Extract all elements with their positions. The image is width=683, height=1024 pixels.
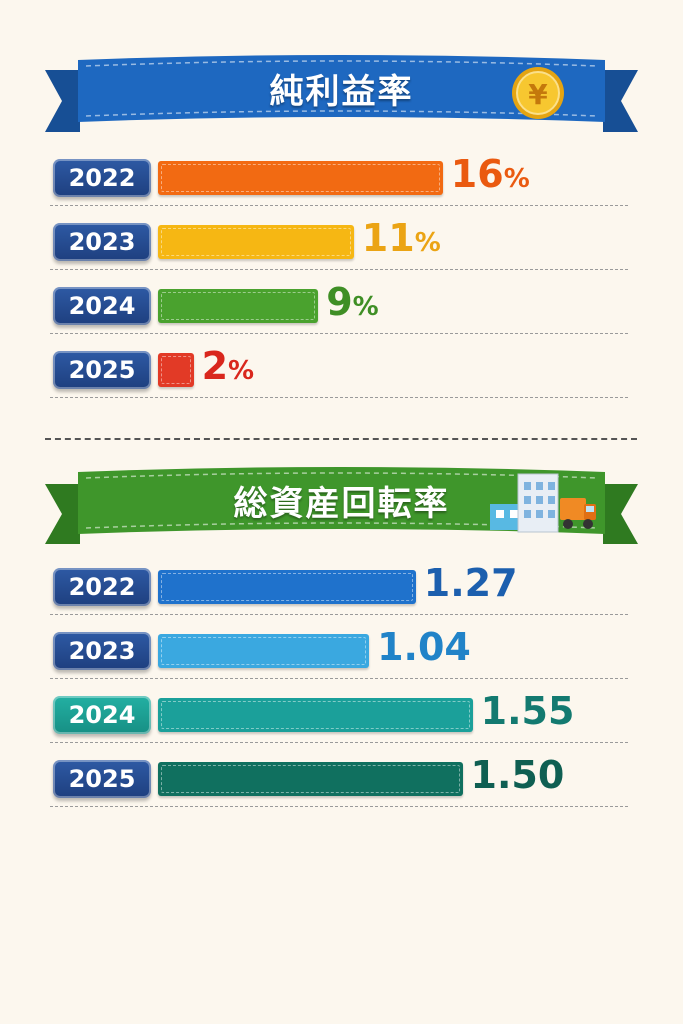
ribbon-banner-shape — [45, 467, 638, 544]
yen-coin-icon: ¥ — [512, 67, 564, 119]
value-label-2025: 1.50 — [470, 753, 565, 797]
value-label-2024: 1.55 — [480, 689, 575, 733]
net-profit-margin-section: ¥ 純利益率 2022 16% 2023 11% 2024 9% 2025 2% — [0, 52, 683, 412]
total-asset-turnover-ribbon: 総資産回転率 — [0, 462, 683, 562]
bar-2024 — [158, 289, 319, 323]
value-label-2023: 11% — [361, 216, 441, 260]
chart-row: 2025 1.50 — [0, 753, 683, 820]
net-profit-margin-ribbon: ¥ 純利益率 — [0, 52, 683, 152]
chart-row: 2022 16% — [0, 152, 683, 219]
chart-row: 2023 11% — [0, 216, 683, 283]
bar-2023 — [158, 634, 370, 668]
year-badge-2022: 2022 — [53, 159, 151, 197]
svg-text:¥: ¥ — [528, 78, 548, 111]
value-label-2022: 1.27 — [423, 561, 518, 605]
bar-2025 — [158, 762, 463, 796]
year-badge-2022: 2022 — [53, 568, 151, 606]
chart-row: 2024 1.55 — [0, 689, 683, 756]
year-badge-2025: 2025 — [53, 760, 151, 798]
row-divider — [50, 678, 628, 679]
chart-row: 2024 9% — [0, 280, 683, 347]
bar-2022 — [158, 570, 416, 604]
total-asset-turnover-section: 総資産回転率 2022 1.27 2023 1.04 2024 1.55 2025 1.50 — [0, 462, 683, 822]
bar-2023 — [158, 225, 354, 259]
row-divider — [50, 397, 628, 398]
row-divider — [50, 614, 628, 615]
year-badge-2023: 2023 — [53, 223, 151, 261]
value-label-2024: 9% — [326, 280, 379, 324]
row-divider — [50, 806, 628, 807]
bar-2024 — [158, 698, 473, 732]
year-badge-2025: 2025 — [53, 351, 151, 389]
chart-row: 2022 1.27 — [0, 561, 683, 628]
bar-2025 — [158, 353, 194, 387]
row-divider — [50, 742, 628, 743]
chart-row: 2025 2% — [0, 344, 683, 411]
chart-title: 純利益率 — [269, 72, 414, 112]
year-badge-2023: 2023 — [53, 632, 151, 670]
chart-title: 総資産回転率 — [233, 484, 450, 524]
year-badge-2024: 2024 — [53, 287, 151, 325]
row-divider — [50, 269, 628, 270]
buildings-truck-icon — [490, 473, 596, 533]
chart-row: 2023 1.04 — [0, 625, 683, 692]
bar-2022 — [158, 161, 443, 195]
value-label-2025: 2% — [201, 344, 255, 388]
year-badge-2024: 2024 — [53, 696, 151, 734]
row-divider — [50, 205, 628, 206]
value-label-2023: 1.04 — [377, 625, 471, 669]
value-label-2022: 16% — [450, 152, 530, 196]
row-divider — [50, 333, 628, 334]
section-divider — [45, 438, 637, 440]
ribbon-banner-shape: ¥ — [45, 55, 638, 132]
